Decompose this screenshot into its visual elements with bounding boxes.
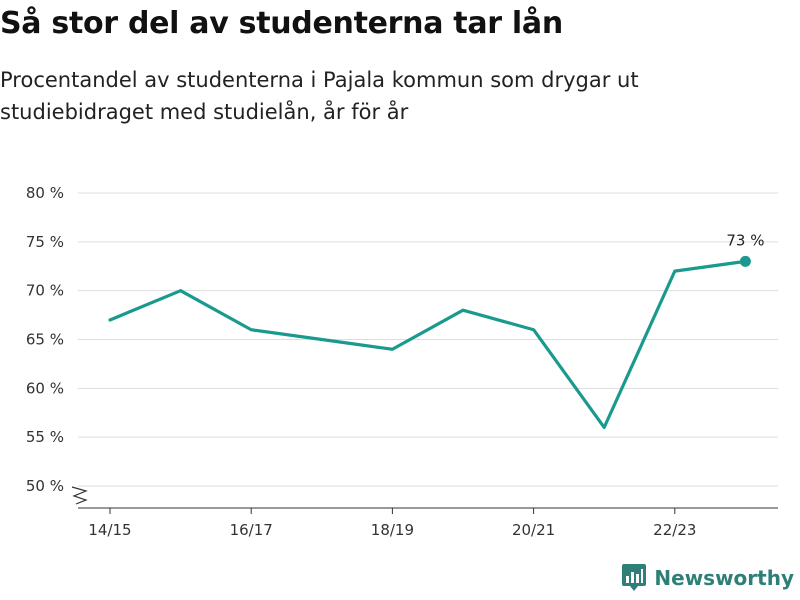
chart-subtitle: Procentandel av studenterna i Pajala kom…	[0, 68, 639, 124]
last-data-point	[739, 255, 751, 267]
chart-labels: 50 % 55 % 60 % 65 % 70 % 75 % 80 % 14/15 16/17 18…	[26, 184, 765, 539]
x-tick-label: 18/19	[371, 521, 414, 539]
last-point-label: 73 %	[726, 231, 764, 249]
x-tick-label: 20/21	[512, 521, 555, 539]
y-tick-label: 50 %	[26, 477, 64, 495]
y-tick-label: 55 %	[26, 428, 64, 446]
x-tick-label: 16/17	[230, 521, 273, 539]
brand-name: Newsworthy	[654, 566, 794, 590]
y-tick-label: 80 %	[26, 184, 64, 202]
chart-axes	[71, 486, 778, 514]
x-tick-label: 14/15	[88, 521, 131, 539]
y-tick-label: 60 %	[26, 379, 64, 397]
y-tick-label: 70 %	[26, 282, 64, 300]
grid-lines	[78, 192, 778, 487]
brand-logo: Newsworthy	[622, 564, 794, 592]
newsworthy-logo-icon	[622, 564, 647, 591]
chart-title: Så stor del av studenterna tar lån	[0, 6, 563, 41]
y-tick-label: 65 %	[26, 331, 64, 349]
x-tick-label: 22/23	[653, 521, 696, 539]
y-tick-label: 75 %	[26, 233, 64, 251]
series-line	[108, 259, 748, 429]
axis-break-icon	[71, 486, 88, 505]
series-group	[108, 255, 751, 429]
